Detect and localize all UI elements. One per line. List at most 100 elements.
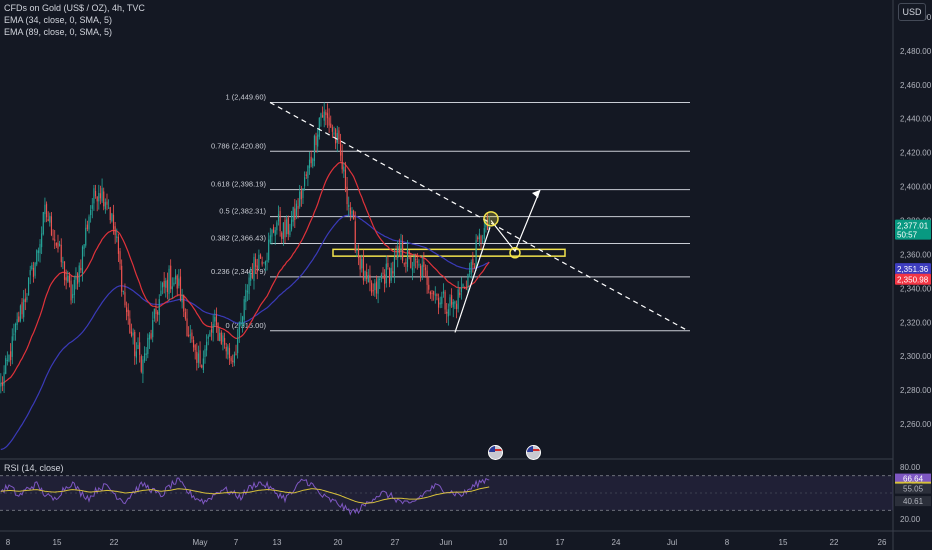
rsi-value-box (895, 483, 931, 494)
candle-body (292, 207, 294, 222)
candle-body (397, 246, 399, 259)
price-tick-label: 2,420.00 (900, 149, 932, 158)
candle-body (127, 309, 129, 317)
candle-body (160, 290, 162, 296)
candle-body (284, 219, 286, 238)
candle-body (57, 242, 59, 249)
candle-body (219, 332, 221, 341)
candle-body (302, 188, 304, 198)
candle-body (23, 299, 25, 318)
candle-body (135, 351, 137, 358)
time-tick-label: 20 (334, 538, 343, 547)
candle-body (238, 322, 240, 338)
candle-body (289, 230, 291, 236)
candle-body (50, 216, 53, 236)
candle-body (250, 272, 252, 281)
candle-body (322, 115, 324, 118)
candle-body (356, 250, 358, 252)
candle-body (325, 112, 327, 116)
candle-body (36, 250, 38, 265)
candle-body (108, 207, 110, 209)
price-tick-label: 2,440.00 (900, 115, 932, 124)
candle-body (258, 254, 260, 269)
time-tick-label: Jun (440, 538, 453, 547)
candle-body (199, 350, 201, 364)
candle-body (259, 254, 262, 259)
candle-body (143, 353, 146, 361)
candle-body (178, 278, 180, 286)
candle-body (183, 295, 185, 312)
time-tick-label: May (192, 538, 207, 547)
candle-body (393, 257, 396, 277)
candle-body (433, 291, 435, 295)
candle-body (245, 289, 247, 303)
candle-body (274, 230, 276, 236)
candle-body (344, 169, 347, 190)
time-tick-label: 8 (725, 538, 730, 547)
candle-body (452, 301, 454, 308)
fib-level-label: 1 (2,449.60) (226, 92, 267, 101)
candle-body (106, 201, 108, 205)
candle-body (307, 165, 309, 179)
candle-body (317, 134, 319, 147)
candle-body (112, 214, 115, 229)
candle-body (253, 256, 255, 281)
candle-body (49, 215, 51, 223)
candle-body (161, 282, 164, 288)
candle-body (480, 236, 482, 243)
candle-body (403, 263, 405, 265)
candle-body (99, 193, 102, 199)
candle-body (209, 332, 211, 337)
candle-body (228, 348, 231, 359)
candle-body (287, 217, 289, 235)
candle-body (361, 259, 363, 269)
candle-body (188, 334, 190, 337)
candle-body (59, 243, 61, 246)
candle-body (237, 338, 239, 354)
candle-body (8, 354, 10, 362)
candle-body (75, 276, 77, 280)
us-flag-event-icon[interactable] (526, 445, 541, 460)
rsi-value-box (895, 473, 931, 484)
rising-trendline (454, 227, 491, 333)
time-tick-label: 27 (391, 538, 400, 547)
candle-body (181, 294, 183, 303)
currency-button[interactable]: USD (898, 3, 926, 21)
fib-level-label: 0.5 (2,382.31) (219, 207, 266, 216)
candle-body (170, 265, 172, 289)
candle-body (286, 219, 288, 235)
candle-body (80, 267, 82, 271)
candle-body (341, 152, 343, 170)
candle-body (148, 334, 151, 340)
us-flag-event-icon[interactable] (488, 445, 503, 460)
candle-body (176, 275, 178, 289)
price-tick-label: 2,460.00 (900, 81, 932, 90)
candle-body (251, 270, 253, 278)
projection-arrowhead (532, 190, 540, 198)
candle-body (132, 332, 134, 336)
rsi-tick-label: 80.00 (900, 463, 921, 472)
candle-body (328, 117, 330, 126)
candle-body (449, 297, 451, 307)
candle-body (194, 345, 196, 351)
candle-body (3, 372, 5, 386)
candle-body (264, 261, 266, 266)
candle-body (457, 289, 459, 309)
candle-body (261, 261, 263, 265)
candle-body (16, 319, 18, 325)
rsi-value-label: 66.64 (903, 475, 924, 484)
candle-body (202, 358, 204, 371)
candle-body (142, 359, 144, 374)
candle-body (65, 277, 67, 281)
candle-body (130, 331, 133, 336)
candle-body (426, 270, 428, 285)
candle-body (369, 274, 371, 283)
candle-body (462, 284, 464, 287)
candle-body (54, 239, 56, 241)
rsi-tick-label: 20.00 (900, 515, 921, 524)
candle-body (434, 294, 436, 296)
fib-level-label: 0.618 (2,398.19) (211, 180, 267, 189)
candle-body (273, 227, 275, 233)
candle-body (83, 244, 85, 249)
